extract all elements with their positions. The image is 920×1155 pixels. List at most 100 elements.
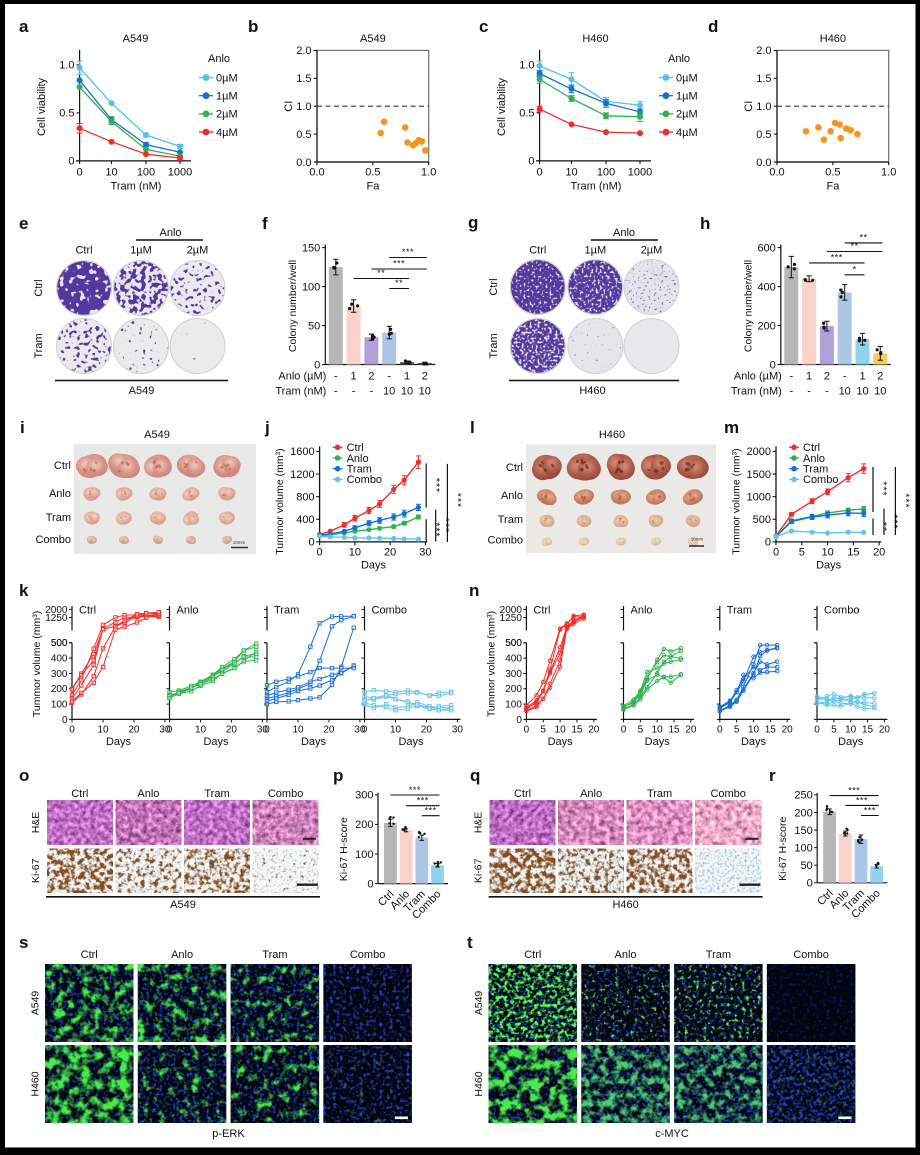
svg-text:20: 20: [128, 725, 140, 736]
svg-text:0: 0: [69, 725, 75, 736]
svg-text:***: ***: [402, 247, 414, 257]
svg-text:Tram: Tram: [262, 949, 287, 961]
svg-text:Colony number/well: Colony number/well: [743, 260, 755, 352]
svg-text:1000: 1000: [747, 491, 771, 503]
svg-text:p-ERK: p-ERK: [212, 1128, 245, 1140]
svg-text:***: ***: [864, 806, 876, 816]
svg-text:30: 30: [354, 725, 366, 736]
svg-text:10: 10: [419, 386, 431, 398]
svg-text:a: a: [19, 17, 29, 36]
svg-text:***: ***: [393, 259, 405, 269]
svg-text:-: -: [370, 386, 374, 398]
svg-text:**: **: [377, 268, 385, 278]
svg-text:H460: H460: [599, 429, 625, 441]
svg-text:Anlo: Anlo: [49, 488, 71, 500]
svg-text:5: 5: [734, 725, 740, 736]
svg-text:10mm: 10mm: [691, 537, 704, 542]
svg-text:10: 10: [401, 386, 413, 398]
svg-text:10: 10: [874, 386, 886, 398]
svg-text:Tram (nM): Tram (nM): [111, 181, 162, 193]
svg-text:0: 0: [537, 167, 543, 179]
svg-text:1000: 1000: [168, 167, 192, 179]
svg-text:20: 20: [226, 725, 238, 736]
svg-text:A549: A549: [129, 385, 155, 397]
svg-text:1600: 1600: [290, 446, 314, 458]
svg-text:j: j: [264, 418, 270, 437]
svg-text:1µM: 1µM: [216, 91, 238, 103]
svg-text:1: 1: [806, 371, 812, 383]
svg-text:-: -: [825, 386, 829, 398]
svg-text:150: 150: [302, 242, 320, 254]
svg-text:100: 100: [505, 700, 522, 711]
svg-text:10: 10: [845, 725, 857, 736]
svg-text:15: 15: [668, 725, 680, 736]
svg-text:2000: 2000: [747, 446, 771, 458]
svg-text:***: ***: [900, 493, 912, 508]
svg-text:f: f: [262, 214, 268, 233]
svg-text:Days: Days: [398, 736, 424, 748]
svg-text:10: 10: [195, 725, 207, 736]
svg-text:100: 100: [597, 167, 615, 179]
svg-text:Tram (nM): Tram (nM): [731, 386, 782, 398]
svg-text:c: c: [479, 17, 488, 36]
svg-text:Anlo: Anlo: [501, 490, 523, 502]
svg-text:***: ***: [848, 786, 860, 796]
svg-text:Combo: Combo: [372, 605, 407, 617]
svg-text:0.5: 0.5: [365, 167, 380, 179]
svg-text:400: 400: [51, 654, 68, 665]
svg-text:-: -: [789, 371, 793, 383]
svg-text:Tummor volume (mm³): Tummor volume (mm³): [731, 448, 743, 554]
svg-text:10: 10: [565, 167, 577, 179]
svg-text:Ctrl: Ctrl: [533, 605, 550, 617]
svg-text:***: ***: [440, 518, 452, 533]
svg-text:2.0: 2.0: [756, 45, 771, 57]
svg-text:10: 10: [821, 546, 833, 558]
svg-text:0.5: 0.5: [825, 167, 840, 179]
svg-text:5: 5: [831, 725, 837, 736]
svg-text:2µM: 2µM: [641, 245, 663, 257]
svg-text:0: 0: [807, 878, 813, 890]
svg-text:n: n: [469, 581, 479, 600]
svg-text:30: 30: [452, 725, 464, 736]
svg-text:H&E: H&E: [473, 812, 485, 834]
svg-text:2µM: 2µM: [676, 109, 698, 121]
svg-text:Days: Days: [741, 736, 767, 748]
svg-text:Ctrl: Ctrl: [488, 278, 500, 295]
svg-text:0: 0: [62, 715, 68, 726]
svg-text:***: ***: [856, 795, 868, 805]
svg-text:CI: CI: [743, 101, 755, 112]
svg-text:0: 0: [264, 725, 270, 736]
svg-text:Tram: Tram: [274, 605, 299, 617]
svg-text:-: -: [352, 386, 356, 398]
svg-text:0.0: 0.0: [296, 157, 311, 169]
svg-text:Combo: Combo: [710, 788, 745, 800]
svg-text:1.5: 1.5: [296, 73, 311, 85]
svg-text:**: **: [859, 232, 867, 242]
svg-text:Tram: Tram: [204, 788, 229, 800]
svg-text:H460: H460: [473, 1071, 485, 1096]
svg-text:2000: 2000: [500, 605, 523, 616]
svg-text:Ctrl: Ctrl: [347, 442, 364, 454]
svg-text:-: -: [789, 386, 793, 398]
svg-text:H460: H460: [612, 899, 638, 911]
svg-text:10: 10: [292, 725, 304, 736]
svg-text:Tram (nM): Tram (nM): [571, 181, 622, 193]
svg-text:**: **: [877, 522, 889, 532]
svg-text:g: g: [468, 213, 478, 232]
svg-text:0µM: 0µM: [216, 72, 238, 84]
svg-text:1.0: 1.0: [881, 167, 896, 179]
svg-text:20: 20: [873, 546, 885, 558]
svg-text:CI: CI: [283, 101, 295, 112]
svg-text:10: 10: [97, 725, 109, 736]
svg-text:200: 200: [51, 684, 68, 695]
svg-text:4µM: 4µM: [676, 127, 698, 139]
svg-text:800: 800: [296, 491, 314, 503]
svg-text:150: 150: [794, 825, 812, 837]
svg-text:Tram: Tram: [33, 333, 45, 358]
svg-text:H460: H460: [579, 385, 605, 397]
svg-text:Combo: Combo: [347, 474, 382, 486]
svg-text:Anlo: Anlo: [208, 53, 230, 65]
svg-text:Tram: Tram: [706, 949, 731, 961]
svg-text:Days: Days: [106, 736, 132, 748]
svg-text:0: 0: [814, 725, 820, 736]
